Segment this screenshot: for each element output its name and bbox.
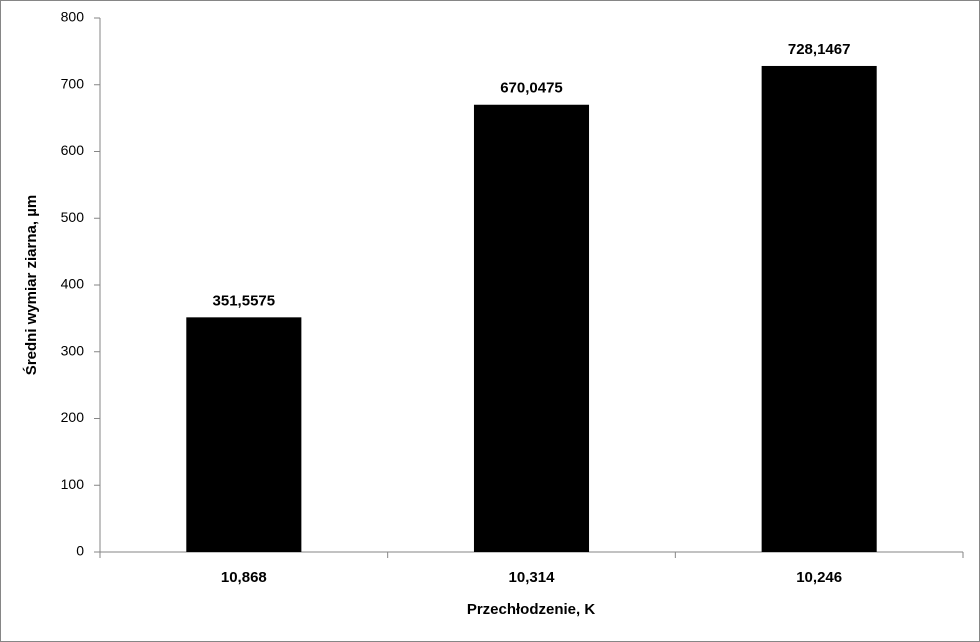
x-tick-label: 10,246: [796, 569, 842, 586]
x-tick-label: 10,314: [509, 569, 556, 586]
y-tick-label: 800: [61, 9, 85, 25]
y-tick-label: 400: [61, 276, 85, 292]
value-label: 728,1467: [788, 41, 851, 58]
y-tick-label: 200: [61, 409, 85, 425]
bar: [186, 317, 302, 552]
y-tick-label: 500: [61, 209, 85, 225]
y-tick-label: 100: [61, 476, 85, 492]
value-label: 670,0475: [500, 80, 563, 97]
y-axis-title: Średni wymiar ziarna, µm: [22, 195, 40, 375]
bar: [761, 65, 877, 553]
y-tick-label: 700: [61, 75, 85, 91]
x-tick-label: 10,868: [221, 569, 267, 586]
y-tick-label: 600: [61, 142, 85, 158]
bar: [473, 104, 590, 553]
y-tick-label: 0: [76, 543, 84, 559]
value-label: 351,5575: [213, 292, 276, 309]
x-axis-title: Przechłodzenie, K: [467, 601, 596, 618]
y-tick-label: 300: [61, 342, 85, 358]
